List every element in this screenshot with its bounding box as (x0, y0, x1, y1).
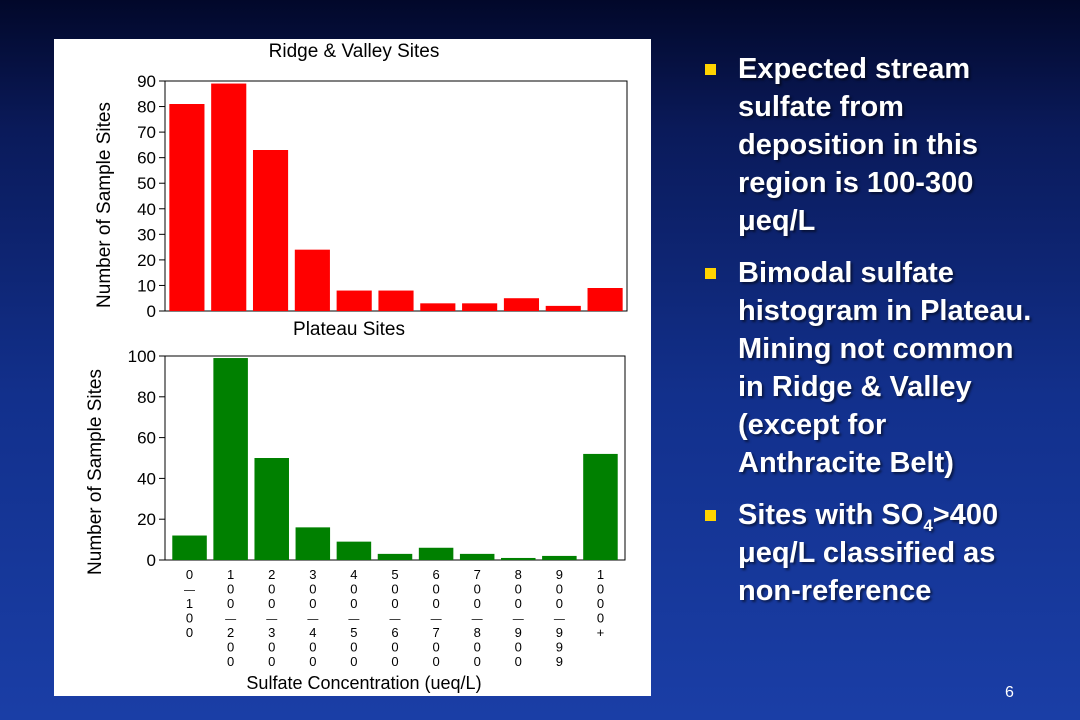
bullet-subscript: 4 (923, 515, 933, 535)
chart2-bar (501, 557, 536, 560)
chart1-bar (336, 290, 372, 311)
chart1-bar (545, 305, 581, 311)
chart2-ytick-label: 0 (147, 551, 156, 570)
bullet-text-suffix: >400 μeq/L classified as non-reference (738, 499, 999, 607)
chart1-ytick-label: 70 (137, 123, 156, 142)
chart2-ylabel: Number of Sample Sites (85, 369, 106, 575)
bullet-item: Bimodal sulfate histogram in Plateau. Mi… (702, 254, 1032, 482)
chart2-category-label: 2 0 0—3 0 0 (266, 567, 277, 669)
chart1-bar (503, 298, 540, 311)
chart2-category-label: 8 0 0—9 0 0 (513, 567, 524, 669)
chart2-title: Plateau Sites (293, 319, 405, 340)
chart2-bar (254, 458, 289, 560)
chart1-title: Ridge & Valley Sites (269, 41, 440, 62)
slide-number: 6 (1005, 684, 1014, 701)
chart2-category-label: 1 0 0—2 0 0 (225, 567, 236, 669)
chart1-ytick-label: 80 (137, 98, 156, 117)
chart1-ytick-label: 10 (137, 276, 156, 295)
chart1-bar (211, 83, 247, 311)
chart2-ytick-label: 40 (137, 469, 156, 488)
chart2-bar (459, 553, 495, 560)
chart1-plot: 0 10 20 30 40 50 60 70 80 90 (137, 72, 628, 321)
chart2-bar (583, 453, 618, 560)
chart2-category-label: 4 0 0—5 0 0 (348, 567, 359, 669)
bullet-square-icon (705, 64, 716, 75)
bullet-item: Sites with SO4>400 μeq/L classified as n… (702, 496, 1032, 610)
chart2-category-label: 0—1 0 0 (184, 567, 195, 640)
bullet-square-icon (705, 268, 716, 279)
bullet-text: Sites with SO4>400 μeq/L classified as n… (738, 499, 998, 607)
bullet-item: Expected stream sulfate from deposition … (702, 50, 1032, 240)
chart1-ytick-label: 30 (137, 225, 156, 244)
chart1-bar (294, 249, 330, 311)
histogram-charts: Ridge & Valley Sites Number of Sample Si… (85, 41, 628, 693)
chart2-ytick-label: 20 (137, 510, 156, 529)
chart1-ytick-label: 50 (137, 174, 156, 193)
chart2-category-label: 3 0 0—4 0 0 (307, 567, 318, 669)
chart2-category-label: 5 0 0—6 0 0 (390, 567, 401, 669)
chart2-ytick-label: 100 (128, 347, 156, 366)
chart2-bar (172, 535, 207, 560)
chart2-plot: 0 20 40 60 80 100 0—1 0 0 1 0 0—2 0 0 2 0 0—3 0 0 3 0 0—4 0 0 4 0… (128, 347, 626, 669)
chart2-category-label: 1 0 0 0 + (597, 567, 605, 640)
chart1-bar (252, 150, 289, 311)
chart1-bar (462, 303, 498, 311)
chart1-bar (420, 303, 456, 311)
chart1-ytick-label: 60 (137, 149, 156, 168)
chart1-ytick-label: 20 (137, 251, 156, 270)
bullet-text: Expected stream sulfate from deposition … (738, 53, 979, 237)
bullet-square-icon (705, 510, 716, 521)
chart1-ytick-label: 0 (147, 302, 156, 321)
chart-figure: Ridge & Valley Sites Number of Sample Si… (54, 39, 651, 696)
chart1-bar (169, 104, 205, 311)
chart1-ytick-label: 90 (137, 72, 156, 91)
chart1-bar (587, 288, 623, 311)
chart2-bar (336, 541, 372, 560)
chart1-bar (378, 290, 414, 311)
chart2-category-label: 9 0 0—9 9 9 (554, 567, 565, 669)
chart2-bar (213, 358, 248, 560)
chart2-bar (295, 527, 331, 560)
chart2-xlabel: Sulfate Concentration (ueq/L) (246, 673, 481, 693)
chart2-bar (377, 553, 413, 560)
bullet-list: Expected stream sulfate from deposition … (702, 50, 1032, 624)
chart1-ytick-label: 40 (137, 200, 156, 219)
chart2-ytick-label: 80 (137, 388, 156, 407)
chart2-ytick-label: 60 (137, 429, 156, 448)
bullet-text: Bimodal sulfate histogram in Plateau. Mi… (738, 257, 1032, 479)
bullet-text-prefix: Sites with SO (738, 499, 924, 531)
chart2-bar (542, 555, 577, 560)
chart2-bar (418, 547, 454, 560)
chart2-category-label: 7 0 0—8 0 0 (472, 567, 483, 669)
chart2-category-label: 6 0 0—7 0 0 (431, 567, 442, 669)
chart1-ylabel: Number of Sample Sites (94, 102, 115, 308)
